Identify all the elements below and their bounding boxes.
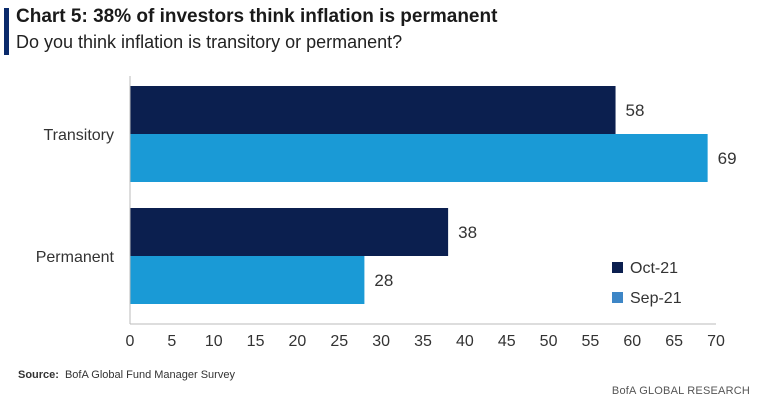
legend-swatch-sep-21: [612, 292, 623, 303]
chart-title: Chart 5: 38% of investors think inflatio…: [16, 6, 498, 27]
x-tick-label: 60: [623, 333, 641, 350]
x-tick-label: 70: [707, 333, 725, 350]
x-tick-label: 30: [372, 333, 390, 350]
x-tick-label: 10: [205, 333, 223, 350]
source-label: Source:: [18, 369, 59, 381]
source-note: Source: BofA Global Fund Manager Survey: [18, 369, 235, 381]
x-tick-label: 20: [289, 333, 307, 350]
x-tick-label: 40: [456, 333, 474, 350]
category-label-transitory: Transitory: [43, 127, 114, 144]
data-label-transitory-oct-21: 58: [626, 101, 645, 120]
x-tick-label: 55: [582, 333, 600, 350]
x-tick-label: 25: [330, 333, 348, 350]
bar-transitory-sep-21: [130, 134, 708, 182]
data-label-transitory-sep-21: 69: [718, 149, 737, 168]
x-tick-label: 65: [665, 333, 683, 350]
category-label-permanent: Permanent: [36, 249, 115, 266]
x-tick-label: 0: [126, 333, 135, 350]
x-tick-label: 45: [498, 333, 516, 350]
data-label-permanent-sep-21: 28: [374, 271, 393, 290]
legend-swatch-oct-21: [612, 262, 623, 273]
footer-brand: BofA GLOBAL RESEARCH: [611, 385, 750, 397]
x-tick-label: 35: [414, 333, 432, 350]
x-tick-label: 15: [247, 333, 265, 350]
source-text: BofA Global Fund Manager Survey: [64, 369, 235, 381]
x-tick-label: 5: [167, 333, 176, 350]
bar-permanent-oct-21: [130, 208, 449, 256]
bar-transitory-oct-21: [130, 86, 616, 134]
bar-permanent-sep-21: [130, 256, 365, 304]
legend-label-sep-21: Sep-21: [630, 290, 682, 307]
title-accent-bar: [4, 8, 9, 55]
x-tick-label: 50: [540, 333, 558, 350]
data-label-permanent-oct-21: 38: [458, 223, 477, 242]
legend-label-oct-21: Oct-21: [630, 260, 678, 277]
chart-subtitle: Do you think inflation is transitory or …: [16, 32, 403, 52]
